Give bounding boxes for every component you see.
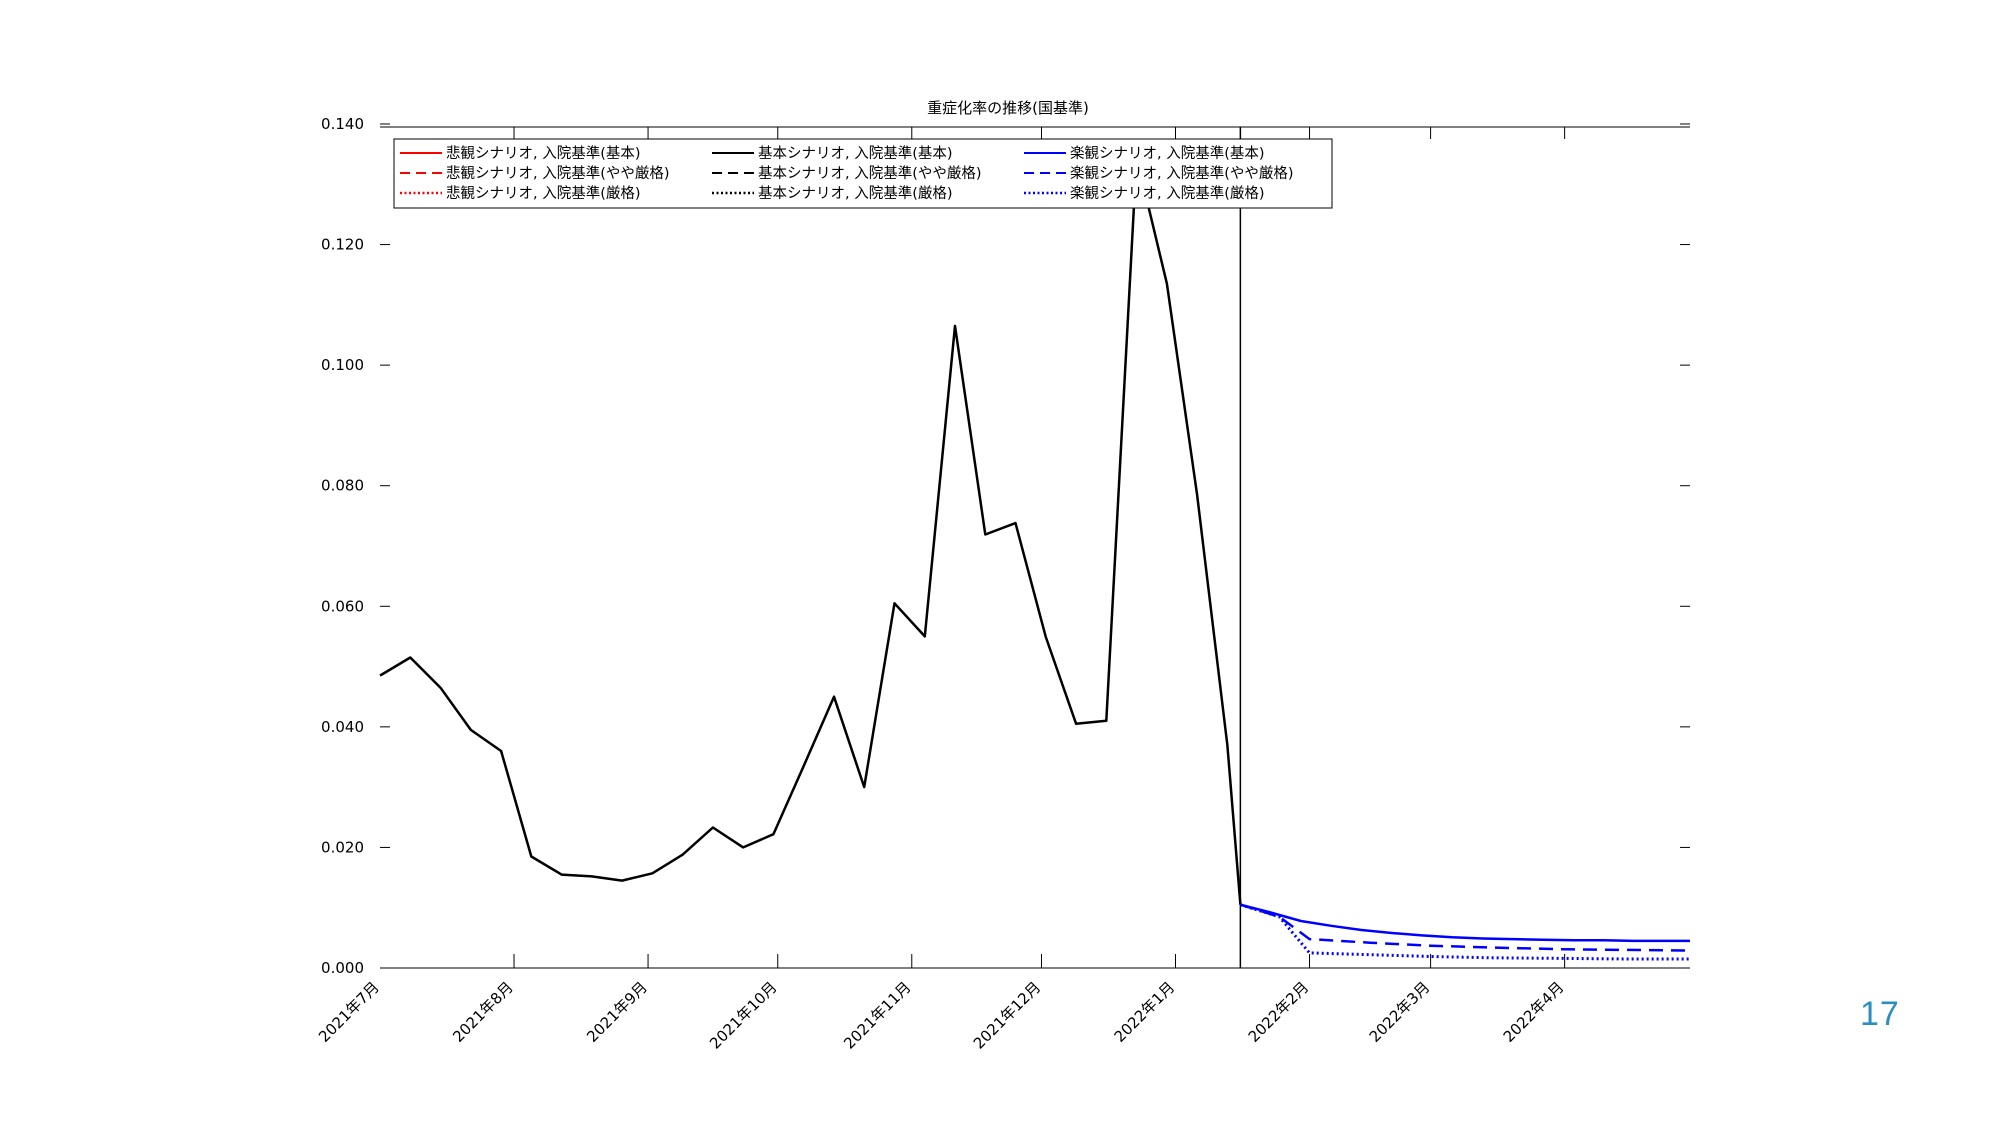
x-tick-label: 2022年4月 (1500, 978, 1568, 1046)
legend-label: 楽観シナリオ, 入院基準(やや厳格) (1070, 165, 1294, 182)
legend-label: 基本シナリオ, 入院基準(厳格) (758, 185, 953, 202)
y-tick-label: 0.000 (321, 959, 364, 977)
series-line-0 (379, 155, 1242, 905)
y-tick-label: 0.120 (321, 236, 364, 254)
series-line-3 (1239, 903, 1690, 961)
x-tick-label: 2022年2月 (1245, 978, 1313, 1046)
legend-label: 楽観シナリオ, 入院基準(基本) (1070, 145, 1265, 162)
chart-axes (380, 126, 1690, 969)
legend-label: 基本シナリオ, 入院基準(やや厳格) (758, 165, 982, 182)
legend-label: 基本シナリオ, 入院基準(基本) (758, 145, 953, 162)
y-tick-label: 0.100 (321, 356, 364, 374)
y-axis-ticks: 0.000 0.020 0.040 0.060 0.080 0.100 0.120 0.140 (321, 115, 1690, 977)
y-tick-label: 0.040 (321, 718, 364, 736)
series-line-2 (1240, 903, 1691, 952)
x-tick-label: 2022年1月 (1111, 978, 1179, 1046)
chart-title: 重症化率の推移(国基準) (927, 99, 1089, 117)
x-tick-label: 2021年9月 (583, 978, 651, 1046)
x-axis-ticks: 2021年7月 2021年8月 2021年9月 2021年10月 2021年11月 202… (315, 127, 1567, 1053)
x-tick-label: 2021年10月 (706, 978, 780, 1052)
chart-series (379, 155, 1691, 961)
legend-label: 悲観シナリオ, 入院基準(厳格) (446, 185, 641, 202)
x-tick-label: 2021年11月 (840, 978, 914, 1052)
legend-label: 悲観シナリオ, 入院基準(基本) (446, 145, 641, 162)
y-tick-label: 0.020 (321, 838, 364, 856)
x-tick-label: 2021年7月 (315, 978, 383, 1046)
legend-box (393, 138, 1333, 209)
x-tick-label: 2021年8月 (449, 978, 517, 1046)
x-tick-label: 2021年12月 (970, 978, 1044, 1052)
chart-legend: 悲観シナリオ, 入院基準(基本) 基本シナリオ, 入院基準(基本) 楽観シナリオ, … (393, 138, 1333, 209)
y-tick-label: 0.140 (321, 115, 364, 133)
y-tick-label: 0.060 (321, 597, 364, 615)
legend-label: 楽観シナリオ, 入院基準(厳格) (1070, 185, 1265, 202)
slide-number: 17 (1860, 995, 1900, 1033)
x-tick-label: 2022年3月 (1366, 978, 1434, 1046)
y-tick-label: 0.080 (321, 477, 364, 495)
series-line-1 (1240, 903, 1690, 943)
legend-label: 悲観シナリオ, 入院基準(やや厳格) (446, 165, 670, 182)
